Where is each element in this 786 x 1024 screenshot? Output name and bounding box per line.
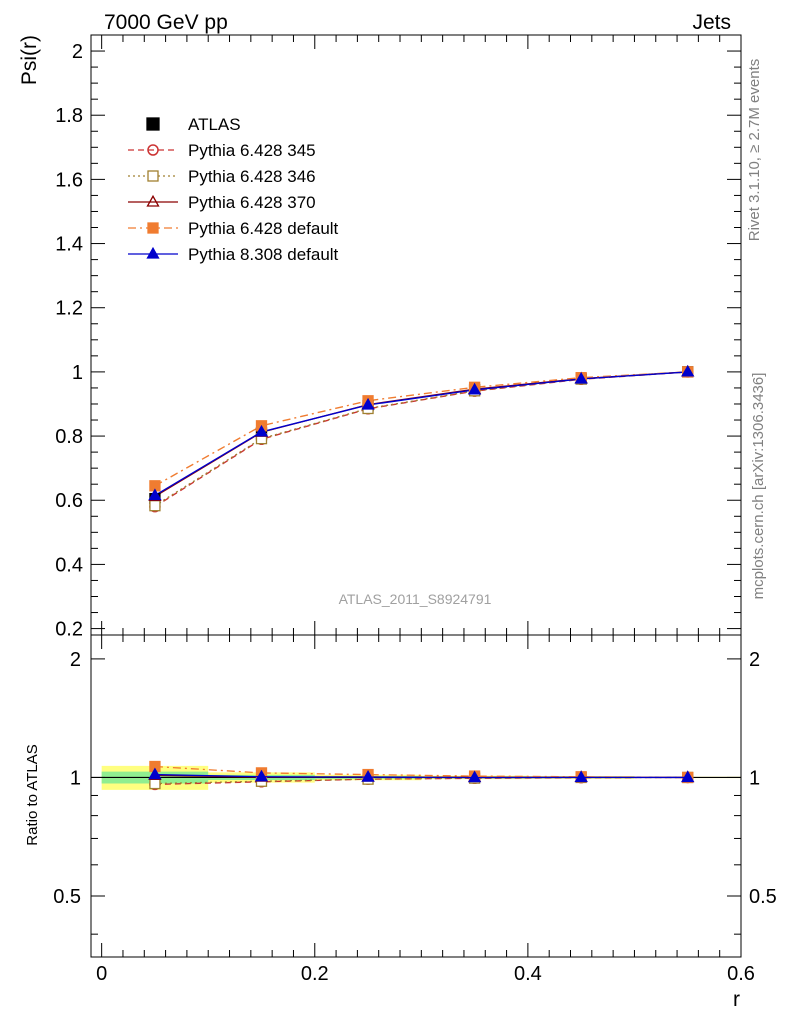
legend-label: Pythia 6.428 345: [188, 141, 316, 160]
main-y-tick-label: 1.6: [55, 169, 83, 191]
ratio-plot-frame: [90, 634, 742, 958]
ratio-series-line: [154, 773, 688, 779]
legend-marker: [146, 117, 160, 131]
watermark: ATLAS_2011_S8924791: [339, 591, 492, 607]
data-point: [149, 500, 161, 512]
ratio-y-tick-label-right: 2: [749, 649, 760, 671]
series-line: [154, 371, 688, 508]
ratio-data-point: [681, 770, 695, 783]
x-tick-label: 0: [96, 963, 107, 985]
ratio-panel: 0.5 0.5 1 1 2 2 0 0.2 0.4 0.6 Ratio to ATLAS r: [24, 634, 777, 1011]
ratio-y-tick-label: 0.5: [53, 886, 81, 908]
main-y-axis-label: Psi(r): [18, 35, 41, 85]
series-pythia-6-428-346: [154, 371, 688, 507]
data-point: [467, 382, 482, 395]
ratio-y-tick-label: 2: [70, 649, 81, 671]
markers-pythia-6-428-345: [149, 366, 694, 513]
series-pythia-6-428-370: [154, 371, 688, 497]
data-point: [148, 488, 162, 501]
rivet-label: Rivet 3.1.10, ≥ 2.7M events: [746, 59, 763, 242]
ratio-series-group: [91, 760, 741, 791]
legend-entry: Pythia 6.428 default: [128, 219, 339, 238]
main-y-tick-label: 1.2: [55, 298, 83, 320]
ratio-series-line: [154, 776, 688, 785]
series-line: [154, 371, 688, 487]
main-y-tick-label: 2: [72, 41, 83, 63]
data-point: [681, 364, 695, 377]
ratio-series-pythia-8-308-default: [148, 767, 695, 783]
series-pythia-6-428-345: [154, 371, 688, 508]
markers-pythia-8-308-default: [148, 364, 695, 501]
x-axis-label: r: [733, 988, 740, 1011]
main-y-tick-label: 0.6: [55, 490, 83, 512]
legend-marker: [147, 144, 159, 156]
legend-label: ATLAS: [188, 115, 241, 134]
markers-pythia-6-428-default: [149, 366, 694, 492]
legend: ATLAS Pythia 6.428 345 Pythia 6.428 346 Pyt…: [128, 115, 339, 264]
ratio-y-tick-label-right: 1: [749, 767, 760, 789]
main-y-tick-label: 0.2: [55, 619, 83, 641]
main-y-tick-label: 1.8: [55, 105, 83, 127]
x-tick-label: 0.6: [727, 963, 755, 985]
ratio-ticks: 0.5 0.5 1 1 2 2 0 0.2 0.4 0.6: [53, 635, 777, 985]
legend-marker: [146, 246, 160, 259]
ratio-data-point: [467, 770, 482, 783]
markers-pythia-6-428-370: [148, 364, 695, 502]
legend-label: Pythia 6.428 346: [188, 167, 316, 186]
legend-marker: [146, 194, 160, 207]
legend-entry: ATLAS: [146, 115, 241, 134]
figure-title-right: Jets: [692, 11, 731, 34]
data-point: [574, 371, 588, 384]
markers-atlas: [149, 366, 694, 505]
ratio-data-point: [574, 770, 588, 783]
data-point: [361, 397, 375, 410]
series-pythia-6-428-default: [154, 371, 688, 487]
main-y-tick-label: 1: [72, 362, 83, 384]
figure-title-left: 7000 GeV pp: [104, 11, 228, 34]
ratio-data-point: [361, 770, 375, 782]
series-line: [154, 371, 688, 507]
mcplots-label: mcplots.cern.ch [arXiv:1306.3436]: [750, 373, 767, 600]
ratio-data-point: [254, 769, 269, 782]
ratio-y-tick-label-right: 0.5: [749, 886, 777, 908]
legend-label: Pythia 8.308 default: [188, 245, 339, 264]
ratio-y-tick-label: 1: [70, 767, 81, 789]
series-line: [154, 371, 688, 497]
ratio-y-axis-label: Ratio to ATLAS: [24, 744, 41, 845]
legend-label: Pythia 6.428 default: [188, 219, 339, 238]
main-y-tick-label: 1.4: [55, 234, 83, 256]
main-y-tick-label: 0.4: [55, 554, 83, 576]
main-panel: 0.2 0.4 0.6 0.8 1 1.2 1.4 1.6 1.8 2 Psi(r) ATLAS_…: [18, 34, 742, 641]
legend-entry: Pythia 6.428 345: [128, 141, 316, 160]
main-y-tick-label: 0.8: [55, 426, 83, 448]
series-line: [154, 371, 688, 497]
series-pythia-8-308-default: [154, 371, 688, 497]
legend-entry: Pythia 6.428 346: [128, 167, 316, 186]
legend-entry: Pythia 8.308 default: [128, 245, 339, 264]
legend-marker: [147, 222, 159, 234]
data-point: [254, 424, 269, 437]
x-tick-label: 0.2: [301, 963, 329, 985]
main-series-group: [148, 364, 695, 513]
legend-label: Pythia 6.428 370: [188, 193, 316, 212]
legend-entry: Pythia 6.428 370: [128, 193, 316, 212]
markers-pythia-6-428-346: [149, 366, 694, 512]
ratio-data-point: [148, 767, 162, 780]
x-tick-label: 0.4: [514, 963, 542, 985]
legend-marker: [147, 170, 159, 182]
